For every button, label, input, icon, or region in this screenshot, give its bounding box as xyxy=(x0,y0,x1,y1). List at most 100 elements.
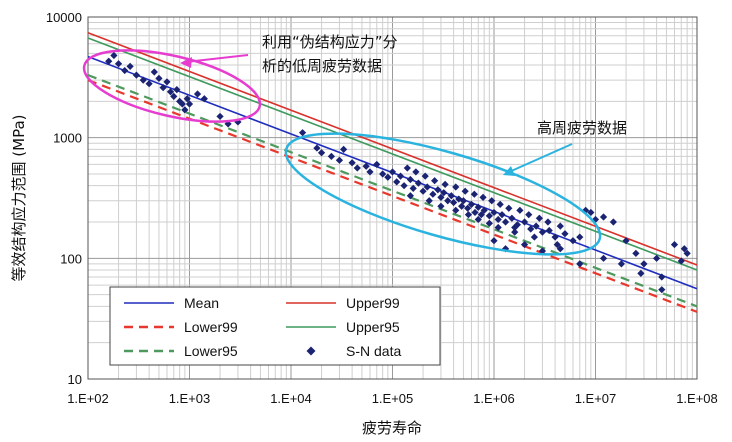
sn-data-point xyxy=(403,164,411,172)
sn-data-point xyxy=(437,193,445,201)
sn-data-point xyxy=(658,286,666,294)
legend-label: S-N data xyxy=(346,343,401,359)
sn-data-point xyxy=(477,211,485,219)
sn-data-point xyxy=(494,223,502,232)
sn-data-point xyxy=(431,177,439,185)
sn-data-point xyxy=(561,230,569,238)
y-tick-label: 10000 xyxy=(46,10,82,25)
sn-data-point xyxy=(388,168,397,176)
sn-data-point xyxy=(396,172,405,180)
sn-data-point xyxy=(508,214,516,222)
sn-data-point xyxy=(393,178,401,186)
sn-data-point xyxy=(335,156,344,164)
sn-data-point xyxy=(178,100,186,108)
sn-data-point xyxy=(479,193,487,201)
y-tick-label: 100 xyxy=(60,251,82,266)
legend-box xyxy=(109,286,441,366)
series-line-upper95 xyxy=(87,37,698,271)
legend-item-upper99: Upper99 xyxy=(286,295,400,311)
sn-data-point xyxy=(105,57,113,65)
sn-data-point xyxy=(362,162,370,170)
sn-data-point xyxy=(464,204,472,212)
sn-data-point xyxy=(488,197,496,205)
sn-data-point xyxy=(348,159,356,167)
sn-data-point xyxy=(458,202,466,210)
low-cycle-callout-text: 析的低周疲劳数据 xyxy=(262,57,382,75)
sn-data-point xyxy=(384,173,392,181)
sn-data-point xyxy=(653,254,661,262)
sn-data-point xyxy=(501,218,510,226)
sn-data-point xyxy=(434,186,442,194)
sn-data-point xyxy=(480,206,488,214)
sn-data-point xyxy=(576,260,584,268)
sn-data-point xyxy=(406,175,414,184)
sn-data-point xyxy=(670,240,679,249)
sn-data-point xyxy=(121,66,129,75)
sn-data-point xyxy=(680,245,688,253)
sn-data-point xyxy=(496,200,504,208)
sn-data-point xyxy=(464,211,473,219)
sn-data-point xyxy=(551,233,559,241)
x-tick-label: 1.E+02 xyxy=(67,391,109,406)
sn-data-point xyxy=(452,183,460,191)
x-tick-label: 1.E+04 xyxy=(270,391,312,406)
sn-data-point xyxy=(609,218,617,226)
legend: Mean Upper99 Lower99 Upper95 Lower95 S-N data xyxy=(109,286,441,366)
sn-data-point xyxy=(317,149,326,157)
sn-data-point xyxy=(440,189,448,197)
sn-data-point xyxy=(340,145,348,153)
sn-data-point xyxy=(569,237,577,245)
sn-data-point xyxy=(114,60,123,68)
sn-data-point xyxy=(126,62,134,70)
sn-data-point xyxy=(145,80,153,88)
legend-item-lower95: Lower95 xyxy=(124,343,238,359)
sn-data-point xyxy=(622,237,630,245)
sn-data-point xyxy=(527,225,535,233)
x-tick-label: 1.E+07 xyxy=(575,391,617,406)
legend-item-upper95: Upper95 xyxy=(286,319,400,335)
plot-frame xyxy=(87,16,698,380)
sn-data-point xyxy=(556,245,564,253)
sn-data-point xyxy=(556,222,564,230)
sn-data-point xyxy=(200,95,208,103)
sn-data-point xyxy=(545,226,553,235)
sn-data-point xyxy=(470,190,478,198)
sn-data-point xyxy=(683,249,691,257)
sn-data-point xyxy=(425,197,433,205)
legend-item-mean: Mean xyxy=(124,295,219,311)
low-cycle-arrowhead xyxy=(180,57,192,68)
sn-data-point xyxy=(155,74,163,82)
y-tick-label: 1000 xyxy=(53,131,82,146)
sn-data-point xyxy=(485,219,493,227)
legend-item-lower99: Lower99 xyxy=(124,319,238,335)
high-cycle-arrow xyxy=(508,143,573,173)
sn-data-point xyxy=(450,198,458,207)
sn-data-point xyxy=(159,83,167,92)
sn-data-point xyxy=(437,202,445,210)
sn-data-point xyxy=(414,179,423,187)
sn-data-point xyxy=(485,212,493,220)
sn-data-point xyxy=(640,260,648,268)
sn-data-point xyxy=(419,187,427,195)
sn-data-point xyxy=(544,218,552,226)
sn-data-point xyxy=(185,100,194,108)
sn-data-point xyxy=(461,187,469,195)
sn-data-point xyxy=(658,273,666,281)
series-line-upper99 xyxy=(87,32,698,266)
sn-data-point xyxy=(444,197,452,205)
sn-data-point xyxy=(423,183,431,191)
sn-data-point xyxy=(400,182,408,190)
sn-data-point xyxy=(366,168,374,176)
sn-data-point xyxy=(447,192,455,200)
sn-data-point xyxy=(110,51,118,60)
sn-data-point xyxy=(441,180,449,188)
sn-data-point xyxy=(490,208,498,217)
sn-data-point xyxy=(553,240,561,249)
sn-data-point xyxy=(409,184,417,192)
sn-data-point xyxy=(599,254,608,262)
sn-data-point xyxy=(193,90,202,98)
x-tick-label: 1.E+03 xyxy=(169,391,211,406)
sn-data-point xyxy=(163,78,171,86)
